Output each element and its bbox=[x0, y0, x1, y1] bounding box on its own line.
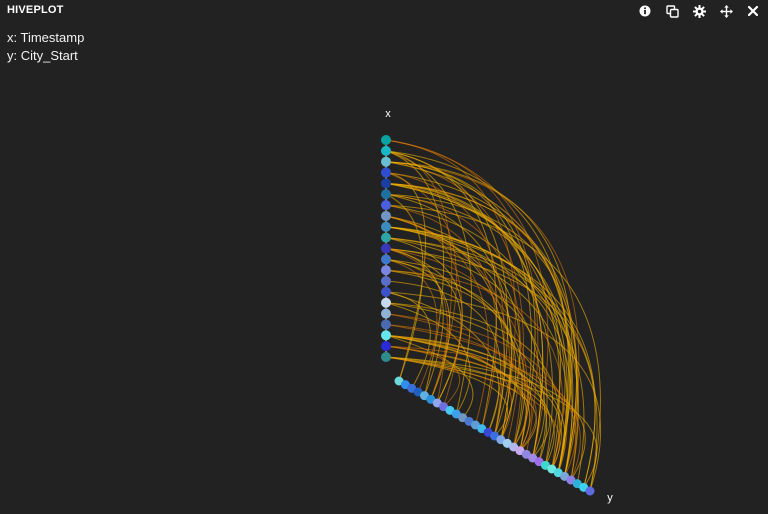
x-axis-node[interactable] bbox=[381, 178, 391, 189]
encoding-legend: x: Timestamp y: City_Start bbox=[7, 29, 84, 65]
y-axis-node[interactable] bbox=[585, 486, 595, 496]
edge-link bbox=[385, 150, 569, 473]
edge-link bbox=[385, 204, 601, 492]
edge-link bbox=[385, 323, 576, 477]
edge-link bbox=[385, 215, 521, 440]
edge-link bbox=[385, 182, 562, 466]
edge-link bbox=[385, 248, 444, 396]
edge-link bbox=[385, 204, 554, 466]
edge-link bbox=[385, 226, 596, 488]
edge-link bbox=[385, 226, 513, 437]
y-axis-label: y bbox=[607, 492, 613, 504]
edge-link bbox=[385, 258, 438, 393]
x-axis-label: x bbox=[385, 108, 391, 120]
panel-toolbar bbox=[627, 2, 762, 20]
x-encoding-label: x: Timestamp bbox=[7, 30, 85, 45]
info-icon[interactable] bbox=[636, 2, 654, 20]
x-axis-node[interactable] bbox=[381, 297, 391, 308]
x-axis-node[interactable] bbox=[381, 341, 391, 352]
panel-title: HIVEPLOT bbox=[7, 4, 64, 16]
copy-icon[interactable] bbox=[663, 2, 681, 20]
edge-link bbox=[385, 193, 424, 382]
edge-link bbox=[385, 356, 586, 481]
hiveplot-chart: xy bbox=[381, 108, 613, 504]
edge-link bbox=[385, 334, 512, 440]
edge-link bbox=[385, 258, 548, 462]
edge-link bbox=[385, 356, 555, 466]
edge-link bbox=[385, 172, 505, 437]
x-axis-node[interactable] bbox=[381, 221, 391, 232]
edge-link bbox=[385, 150, 472, 415]
move-icon[interactable] bbox=[717, 2, 735, 20]
edge-link bbox=[385, 161, 536, 451]
x-axis-node[interactable] bbox=[381, 232, 391, 243]
edge-link bbox=[385, 161, 571, 473]
x-axis-node[interactable] bbox=[381, 243, 391, 254]
edge-link bbox=[385, 215, 463, 407]
edge-link bbox=[385, 161, 573, 473]
x-axis-node[interactable] bbox=[381, 319, 391, 330]
x-axis-node[interactable] bbox=[381, 167, 391, 178]
edge-link bbox=[385, 150, 497, 429]
x-axis-node[interactable] bbox=[381, 352, 391, 362]
close-icon[interactable] bbox=[744, 2, 762, 20]
edge-link bbox=[385, 345, 581, 481]
gear-icon[interactable] bbox=[690, 2, 708, 20]
x-axis-node[interactable] bbox=[381, 276, 391, 287]
edge-link bbox=[385, 204, 498, 429]
edge-link bbox=[385, 182, 544, 459]
edge-link bbox=[385, 269, 517, 440]
panel-header: HIVEPLOT bbox=[0, 0, 768, 22]
x-axis-node[interactable] bbox=[381, 308, 391, 319]
edge-link bbox=[385, 291, 601, 492]
edge-link bbox=[385, 226, 573, 477]
edge-link bbox=[385, 161, 580, 477]
x-axis-node[interactable] bbox=[381, 254, 391, 265]
edge-link bbox=[385, 313, 568, 473]
x-axis-node[interactable] bbox=[381, 156, 391, 167]
edges-layer bbox=[385, 139, 601, 492]
x-axis-node[interactable] bbox=[381, 200, 391, 211]
edge-link bbox=[385, 334, 548, 462]
edge-link bbox=[385, 258, 451, 400]
axis-labels-layer: xy bbox=[385, 108, 613, 504]
x-axis-node[interactable] bbox=[381, 265, 391, 276]
x-axis-node[interactable] bbox=[381, 145, 391, 156]
edge-link bbox=[385, 172, 426, 382]
edge-link bbox=[385, 237, 463, 404]
nodes-layer bbox=[381, 135, 595, 496]
x-axis-node[interactable] bbox=[381, 135, 391, 145]
y-encoding-label: y: City_Start bbox=[7, 48, 78, 63]
edge-link bbox=[385, 215, 489, 426]
edge-link bbox=[385, 313, 529, 448]
edge-link bbox=[385, 226, 579, 477]
x-axis-node[interactable] bbox=[381, 330, 391, 341]
edge-link bbox=[385, 139, 539, 455]
edge-link bbox=[385, 237, 598, 492]
x-axis-node[interactable] bbox=[381, 210, 391, 221]
x-axis-node[interactable] bbox=[381, 189, 391, 200]
x-axis-node[interactable] bbox=[381, 286, 391, 297]
edge-link bbox=[385, 182, 578, 477]
edge-link bbox=[385, 248, 528, 451]
